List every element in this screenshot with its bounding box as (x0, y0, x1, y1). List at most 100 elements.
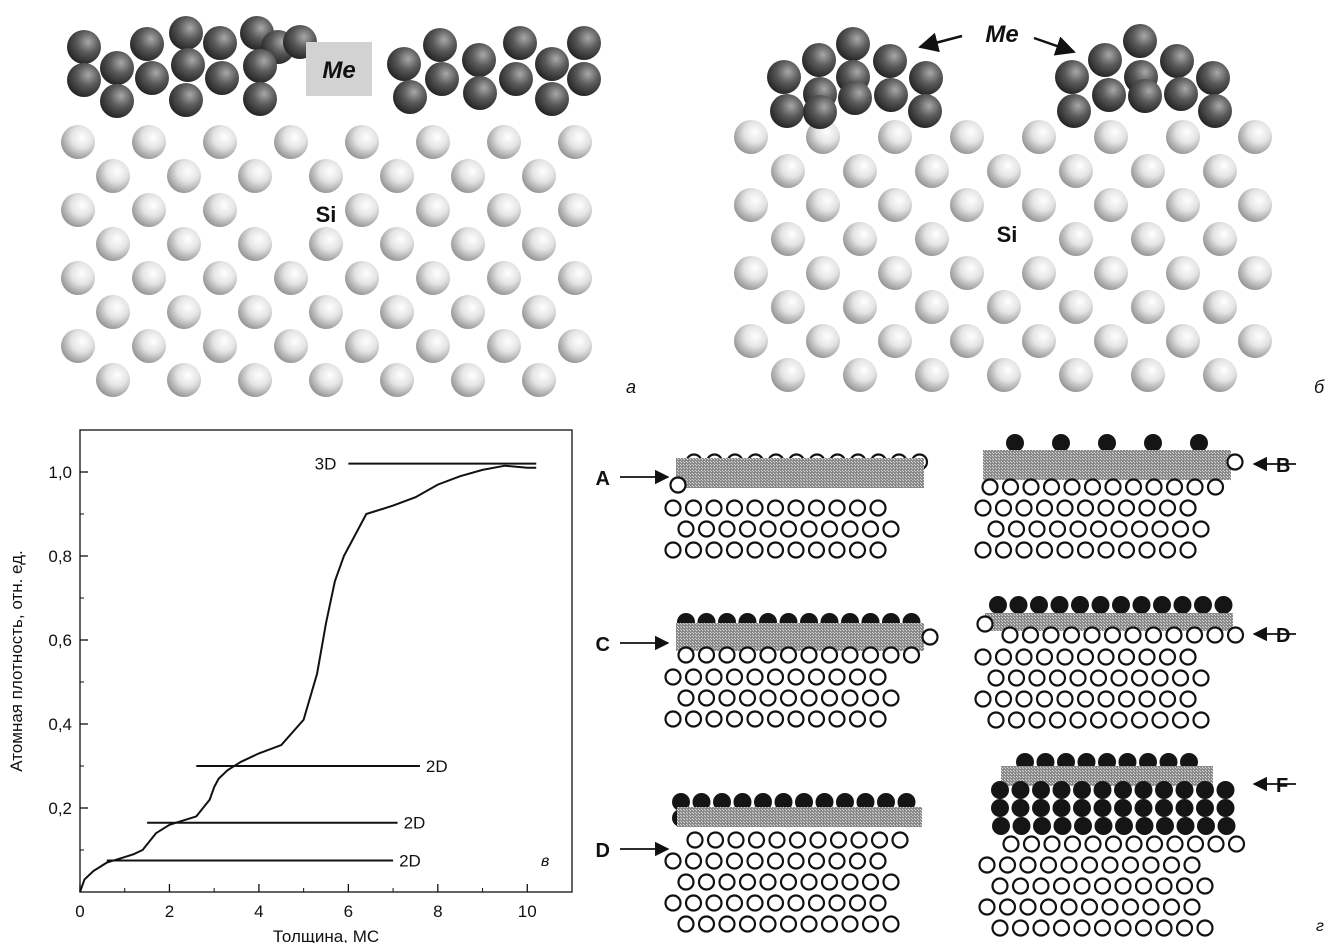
me-atom (205, 61, 239, 95)
interface-layer (983, 450, 1231, 480)
si-atom (1166, 188, 1200, 222)
si-atom (558, 329, 592, 363)
adsorbate-atom (1032, 781, 1050, 799)
substrate-atom (800, 520, 818, 538)
substrate-atom (998, 856, 1017, 874)
substrate-atom (1093, 919, 1112, 937)
level-lines: 3D 2D 2D 2D (106, 455, 537, 871)
substrate-atom (686, 831, 704, 849)
substrate-atom (738, 520, 757, 538)
adsorbate-atom (1011, 781, 1030, 799)
substrate-atom (1130, 711, 1149, 729)
substrate-atom (809, 831, 827, 849)
substrate-atom (738, 689, 757, 707)
substrate-atom (1089, 520, 1108, 538)
substrate-atom (787, 499, 805, 517)
substrate-atom (869, 668, 887, 686)
substrate-atom (1155, 919, 1173, 937)
substrate-atom (974, 690, 992, 708)
substrate-atom (800, 689, 818, 707)
panel-a-si-atoms (61, 125, 592, 397)
substrate-atom (1151, 669, 1169, 687)
substrate-atom (1007, 669, 1026, 687)
me-atom (393, 80, 427, 114)
substrate-atom (994, 499, 1013, 517)
substrate-atom (725, 668, 744, 686)
substrate-atom (1134, 877, 1153, 895)
si-atom (950, 188, 984, 222)
substrate-atom (677, 520, 695, 538)
substrate-atom (828, 852, 846, 870)
si-atom (878, 256, 912, 290)
substrate-atom (1171, 520, 1190, 538)
si-atom (345, 125, 379, 159)
substrate-atom (768, 831, 786, 849)
si-atom (309, 227, 343, 261)
substrate-atom (759, 520, 777, 538)
adsorbate-atom (692, 793, 711, 811)
substrate-atom (1117, 690, 1136, 708)
substrate-atom (725, 852, 744, 870)
substrate-atom (664, 852, 682, 870)
substrate-atom (725, 710, 744, 728)
si-atom (1131, 290, 1165, 324)
adsorbate-atom (1135, 817, 1154, 835)
x-tick-label: 8 (433, 902, 442, 921)
substrate-atom (841, 520, 859, 538)
growth-mode-label: D (596, 840, 610, 862)
y-tick-label: 0,6 (48, 631, 72, 650)
substrate-atom (738, 646, 757, 664)
si-atom (61, 193, 95, 227)
si-atom (878, 120, 912, 154)
substrate-atom (991, 877, 1009, 895)
substrate-atom (677, 915, 695, 933)
substrate-atom (1007, 711, 1026, 729)
si-atom (451, 159, 485, 193)
substrate-atom (1032, 919, 1050, 937)
si-atom (345, 193, 379, 227)
si-atom (309, 295, 343, 329)
substrate-atom (779, 520, 798, 538)
si-atom (451, 295, 485, 329)
si-atom (203, 125, 237, 159)
substrate-atom (1138, 499, 1156, 517)
substrate-atom (1042, 478, 1061, 496)
me-atom (423, 28, 457, 62)
substrate-atom (807, 894, 826, 912)
adsorbate-atom (1155, 799, 1173, 817)
substrate-atom (1158, 648, 1177, 666)
substrate-atom (1155, 877, 1173, 895)
me-atom (462, 43, 496, 77)
adsorbate-atom (1175, 781, 1194, 799)
substrate-atom (1196, 919, 1214, 937)
adsorbate-atom (991, 799, 1009, 817)
substrate-atom (1060, 898, 1078, 916)
si-atom (522, 295, 556, 329)
si-atom (416, 261, 450, 295)
si-atom (96, 227, 130, 261)
growth-mode-d-right: D (974, 596, 1296, 729)
adsorbate-atom (1175, 799, 1194, 817)
si-atom (734, 120, 768, 154)
x-tick-label: 2 (165, 902, 174, 921)
si-atom (416, 125, 450, 159)
substrate-atom (779, 689, 798, 707)
si-atom (238, 227, 272, 261)
substrate-atom (974, 541, 992, 559)
si-atom (380, 363, 414, 397)
si-atom (451, 363, 485, 397)
substrate-atom (706, 831, 725, 849)
si-atom (843, 154, 877, 188)
si-atom (167, 227, 201, 261)
si-atom (61, 329, 95, 363)
substrate-atom (664, 894, 682, 912)
si-atom (238, 363, 272, 397)
substrate-atom (746, 894, 764, 912)
si-atom (274, 329, 308, 363)
substrate-atom (787, 894, 805, 912)
substrate-atom (848, 499, 867, 517)
substrate-atom (1179, 499, 1197, 517)
si-atom (96, 363, 130, 397)
substrate-atom (820, 520, 839, 538)
substrate-atom (684, 541, 703, 559)
